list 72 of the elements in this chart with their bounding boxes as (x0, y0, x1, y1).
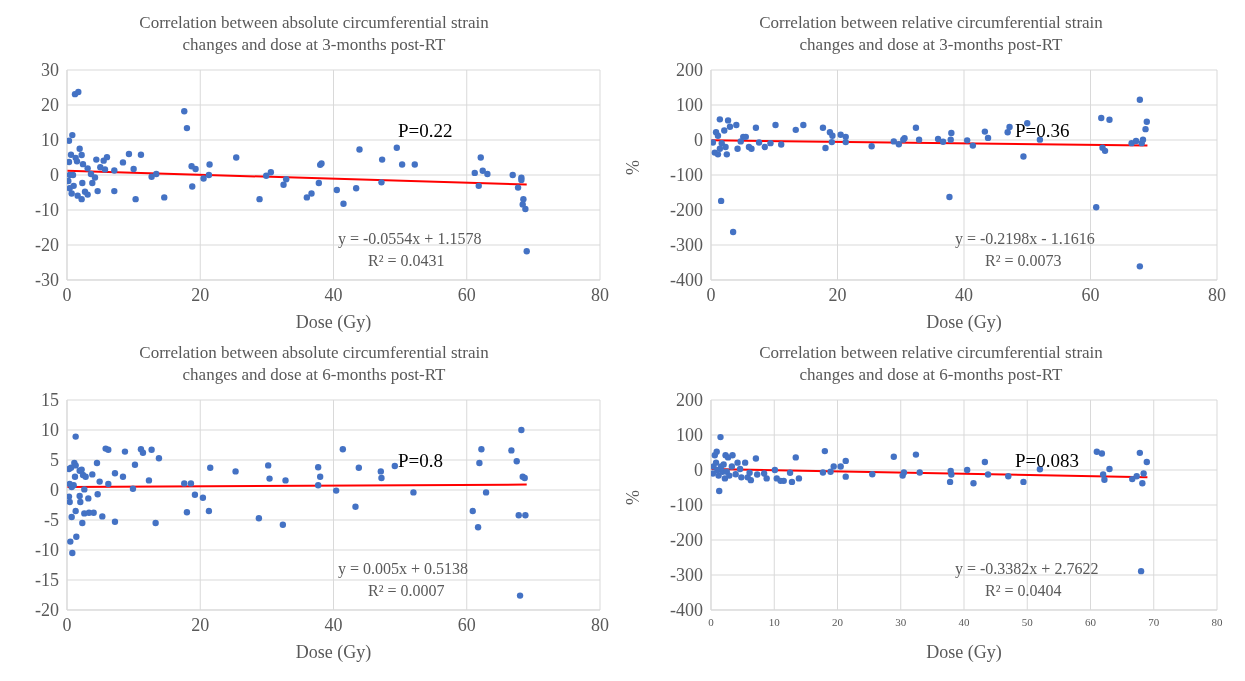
annotation: y = -0.0554x + 1.1578 (338, 230, 482, 248)
x-axis-title: Dose (Gy) (926, 642, 1002, 663)
x-tick-label: 40 (958, 615, 970, 628)
y-tick-label: 100 (676, 425, 703, 446)
x-tick-label: 80 (1211, 615, 1223, 628)
x-tick-label: 20 (191, 614, 210, 635)
annotation: y = 0.005x + 0.5138 (338, 560, 469, 578)
y-tick-label: 0 (694, 130, 703, 151)
y-axis-title: % (623, 160, 644, 175)
x-tick-label: 20 (832, 615, 844, 628)
y-tick-label: 200 (676, 60, 703, 81)
x-tick-label: 10 (768, 615, 781, 628)
y-tick-label: -10 (35, 540, 59, 561)
annotation: P=0.22 (398, 120, 453, 142)
y-tick-label: 0 (694, 460, 703, 481)
y-axis-title: % (623, 490, 644, 505)
x-tick-label: 60 (1085, 615, 1097, 628)
y-tick-label: 10 (41, 420, 59, 441)
y-tick-label: -20 (35, 235, 59, 256)
annotation: R² = 0.0007 (368, 582, 445, 600)
y-tick-label: -10 (35, 200, 59, 221)
annotation: P=0.083 (1015, 450, 1080, 472)
x-tick-label: 40 (955, 284, 973, 305)
x-tick-label: 80 (591, 284, 609, 305)
chart-title: Correlation between absolute circumferential strain changes and dose at 6-months post-RT (138, 342, 490, 386)
y-tick-label: 0 (50, 165, 59, 186)
x-tick-label: 20 (828, 284, 847, 305)
y-tick-label: -300 (670, 565, 703, 586)
x-tick-label: 60 (1081, 284, 1100, 305)
x-tick-label: 80 (591, 614, 609, 635)
annotation: y = -0.2198x - 1.1616 (955, 230, 1095, 248)
annotation: P=0.36 (1015, 120, 1070, 142)
y-tick-label: -30 (35, 270, 59, 291)
y-tick-label: 200 (676, 390, 703, 411)
y-tick-label: 10 (41, 130, 59, 151)
y-tick-label: -20 (35, 600, 59, 621)
y-tick-label: 15 (41, 390, 59, 411)
annotation: y = -0.3382x + 2.7622 (955, 560, 1099, 578)
annotation: R² = 0.0431 (368, 252, 445, 270)
x-tick-label: 60 (457, 284, 476, 305)
y-tick-label: -400 (670, 600, 703, 621)
y-tick-label: -5 (44, 510, 59, 531)
x-tick-label: 40 (324, 614, 343, 635)
annotation: P=0.8 (398, 450, 444, 472)
y-tick-label: 0 (50, 480, 59, 501)
x-tick-label: 60 (457, 614, 476, 635)
x-tick-label: 70 (1148, 615, 1160, 628)
x-tick-label: 80 (1208, 284, 1226, 305)
x-tick-label: 0 (708, 615, 715, 628)
chart-title: Correlation between relative circumferential strain changes and dose at 6-months post-RT (758, 342, 1104, 386)
y-tick-label: -100 (670, 165, 703, 186)
y-tick-label: -100 (670, 495, 703, 516)
annotation: R² = 0.0073 (985, 252, 1062, 270)
y-tick-label: -200 (670, 530, 703, 551)
y-tick-label: 100 (676, 95, 703, 116)
x-tick-label: 30 (895, 615, 907, 628)
x-axis-title: Dose (Gy) (295, 312, 372, 333)
x-axis-title: Dose (Gy) (295, 642, 372, 663)
chart-title: Correlation between absolute circumferential strain changes and dose at 3-months post-RT (138, 12, 490, 56)
x-tick-label: 20 (191, 284, 210, 305)
y-tick-label: -200 (670, 200, 703, 221)
x-tick-label: 40 (324, 284, 343, 305)
annotation: R² = 0.0404 (985, 582, 1062, 600)
y-tick-label: 5 (50, 450, 59, 471)
y-tick-label: -15 (35, 570, 59, 591)
x-tick-label: 50 (1021, 615, 1034, 628)
x-axis-title: Dose (Gy) (926, 312, 1002, 333)
y-tick-label: -400 (670, 270, 703, 291)
y-tick-label: 30 (41, 60, 59, 81)
y-tick-label: -300 (670, 235, 703, 256)
chart-title: Correlation between relative circumferential strain changes and dose at 3-months post-RT (758, 12, 1104, 56)
y-tick-label: 20 (41, 95, 59, 116)
